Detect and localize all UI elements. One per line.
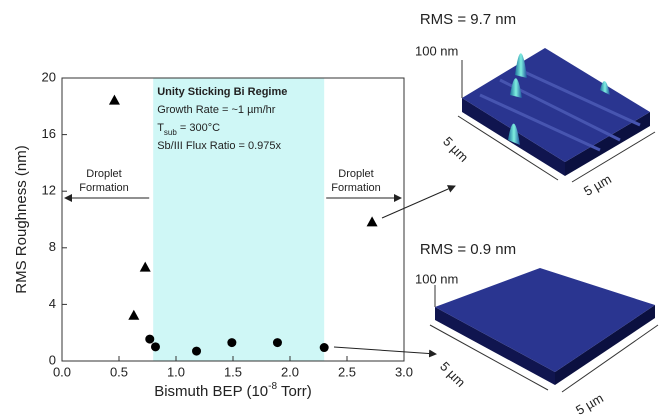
afm-image-smooth: [430, 268, 658, 392]
x-tick-label: 0.5: [110, 364, 128, 379]
image-y-label: 5 µm: [581, 171, 614, 199]
y-tick-label: 8: [49, 239, 56, 254]
image-y-label: 5 µm: [573, 390, 606, 418]
x-tick-label: 1.0: [167, 364, 185, 379]
triangle-point: [367, 216, 378, 226]
x-tick-label: 1.5: [224, 364, 242, 379]
y-tick-label: 12: [42, 183, 56, 198]
y-tick-label: 4: [49, 296, 56, 311]
image-x-label: 5 µm: [437, 359, 468, 390]
regime-title: Unity Sticking Bi Regime: [157, 86, 287, 98]
x-axis-label-part: Torr): [277, 383, 312, 400]
afm-image-rough: [458, 48, 655, 182]
image-z-label: 100 nm: [415, 43, 458, 58]
image-title: RMS = 9.7 nm: [420, 11, 516, 28]
regime-tsub-part: sub: [164, 128, 177, 137]
triangle-point: [109, 95, 120, 105]
y-tick-label: 16: [42, 126, 56, 141]
left-note: Droplet: [86, 168, 121, 180]
right-note: Formation: [331, 182, 381, 194]
regime-tsub-part: = 300°C: [177, 122, 220, 134]
circle-point: [273, 338, 282, 347]
x-axis-label: Bismuth BEP (10-8 Torr): [154, 381, 312, 400]
right-note: Droplet: [338, 168, 373, 180]
triangle-point: [140, 262, 151, 272]
figure: 0.00.51.01.52.02.53.0048121620Bismuth BE…: [0, 0, 662, 420]
image-x-label: 5 µm: [440, 134, 471, 165]
circle-point: [145, 335, 154, 344]
circle-point: [151, 342, 160, 351]
regime-shade: [153, 78, 324, 361]
y-tick-label: 0: [49, 352, 56, 367]
pointer-arrow: [334, 347, 436, 354]
circle-point: [192, 347, 201, 356]
y-tick-label: 20: [42, 69, 56, 84]
x-tick-label: 3.0: [395, 364, 413, 379]
regime-flux: Sb/III Flux Ratio = 0.975x: [157, 140, 281, 152]
image-z-label: 100 nm: [415, 271, 458, 286]
left-note: Formation: [79, 182, 129, 194]
circle-point: [320, 343, 329, 352]
x-tick-label: 2.0: [281, 364, 299, 379]
regime-line: Growth Rate = ~1 µm/hr: [157, 104, 276, 116]
y-axis-label: RMS Roughness (nm): [13, 145, 30, 293]
x-axis-label-part: Bismuth BEP (10: [154, 383, 268, 400]
triangle-point: [128, 310, 139, 320]
x-tick-label: 2.5: [338, 364, 356, 379]
image-title: RMS = 0.9 nm: [420, 241, 516, 258]
circle-point: [227, 338, 236, 347]
pointer-arrow: [382, 186, 455, 218]
